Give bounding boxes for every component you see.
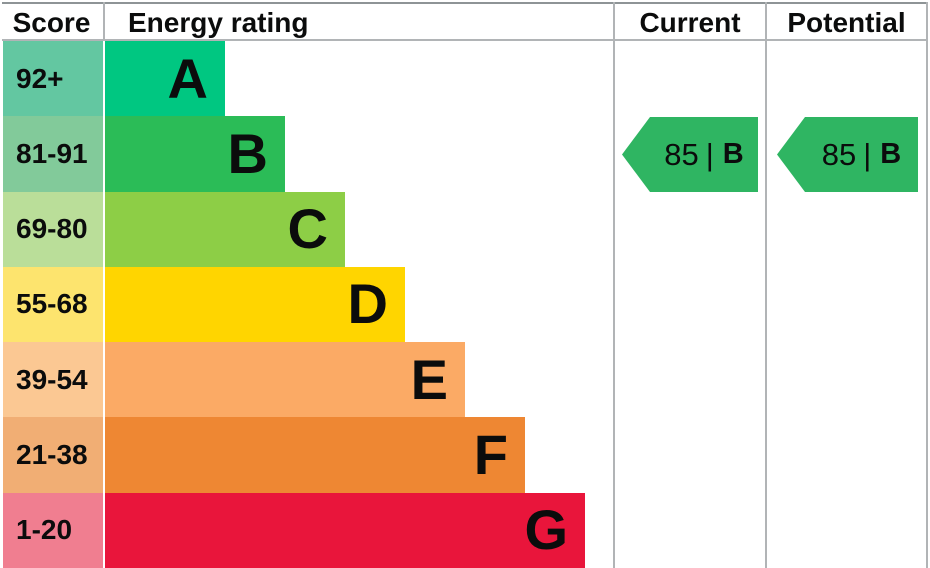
potential-column-divider bbox=[765, 2, 767, 568]
score-cell: 81-91 bbox=[3, 116, 103, 192]
current-rating-value: 85 bbox=[664, 136, 699, 172]
score-column-divider bbox=[103, 2, 105, 39]
score-range-label: 55-68 bbox=[16, 288, 88, 320]
rating-letter: A bbox=[167, 46, 208, 110]
score-column-header: Score bbox=[12, 7, 91, 38]
potential-column-header: Potential bbox=[787, 7, 906, 38]
rating-band-row: 1-20 G bbox=[3, 492, 927, 568]
current-rating-arrow: 85 | B bbox=[622, 117, 758, 192]
rating-rows: 92+ A 81-91 B 69-80 C 55-68 bbox=[3, 41, 927, 568]
rating-band-row: 39-54 E bbox=[3, 342, 927, 418]
score-cell: 21-38 bbox=[3, 417, 103, 493]
score-cell: 1-20 bbox=[3, 492, 103, 568]
table-top-border bbox=[2, 2, 928, 4]
header-underline bbox=[2, 39, 928, 41]
current-rating-separator: | bbox=[705, 136, 714, 172]
score-range-label: 21-38 bbox=[16, 439, 88, 471]
rating-band-row: 92+ A bbox=[3, 41, 927, 117]
rating-bar: A bbox=[105, 41, 225, 117]
rating-band-row: 81-91 B bbox=[3, 116, 927, 192]
rating-bar: D bbox=[105, 266, 405, 343]
rating-band-row: 69-80 C bbox=[3, 191, 927, 267]
rating-band-row: 21-38 F bbox=[3, 417, 927, 493]
energy-rating-column-header: Energy rating bbox=[128, 7, 309, 38]
rating-bar: F bbox=[105, 417, 525, 493]
current-column-divider bbox=[613, 2, 615, 568]
table-right-border bbox=[926, 2, 928, 568]
rating-letter: E bbox=[410, 347, 448, 411]
rating-letter: C bbox=[287, 197, 328, 261]
rating-band-row: 55-68 D bbox=[3, 266, 927, 343]
rating-bar: E bbox=[105, 342, 465, 418]
current-column-header: Current bbox=[639, 7, 741, 38]
rating-letter: B bbox=[227, 121, 268, 185]
potential-rating-letter: B bbox=[880, 138, 902, 170]
potential-rating-value: 85 bbox=[821, 136, 857, 172]
rating-bar: C bbox=[105, 191, 345, 267]
score-range-label: 1-20 bbox=[16, 514, 73, 546]
score-cell: 92+ bbox=[3, 41, 103, 117]
score-range-label: 92+ bbox=[16, 62, 64, 94]
score-range-label: 69-80 bbox=[16, 213, 88, 245]
rating-letter: G bbox=[524, 498, 568, 562]
score-range-label: 39-54 bbox=[16, 363, 88, 395]
score-cell: 55-68 bbox=[3, 266, 103, 343]
rating-bar: B bbox=[105, 116, 285, 192]
potential-rating-arrow: 85 | B bbox=[777, 117, 918, 192]
potential-rating-separator: | bbox=[863, 136, 872, 172]
current-rating-letter: B bbox=[722, 138, 744, 170]
rating-letter: D bbox=[347, 272, 388, 336]
score-cell: 69-80 bbox=[3, 191, 103, 267]
rating-letter: F bbox=[473, 423, 508, 487]
score-cell: 39-54 bbox=[3, 342, 103, 418]
rating-bar: G bbox=[105, 492, 585, 568]
score-range-label: 81-91 bbox=[16, 137, 88, 169]
